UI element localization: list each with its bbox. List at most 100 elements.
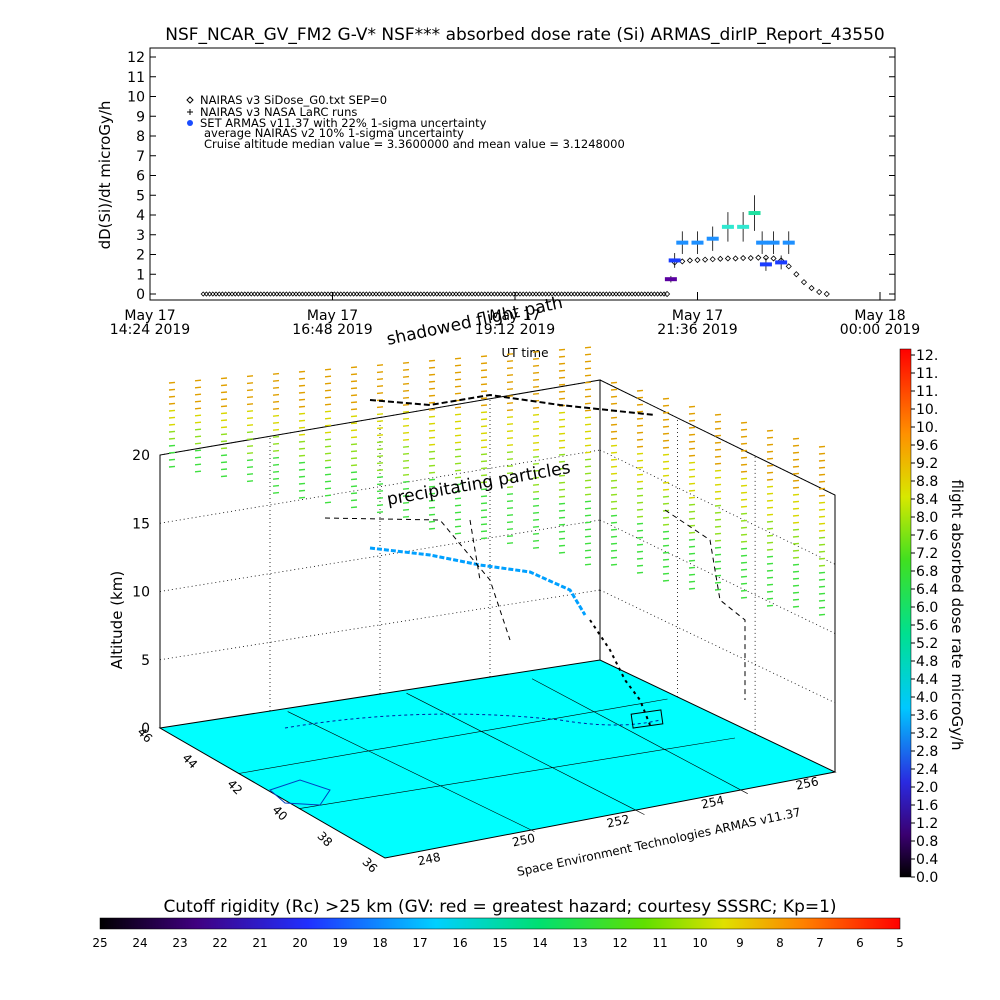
dose-rate-dash	[610, 451, 618, 454]
dose-rate-dash	[480, 516, 488, 519]
nairas-diamond	[770, 255, 777, 262]
dose-rate-dash	[688, 545, 696, 548]
dose-rate-dash	[428, 366, 436, 369]
dose-rate-dash	[662, 572, 670, 575]
dose-rate-dash	[740, 519, 748, 522]
dose-rate-dash	[480, 355, 488, 358]
dose-rate-dash	[272, 372, 280, 375]
dose-rate-dash	[584, 493, 592, 496]
dose-rate-dash	[350, 415, 358, 418]
dose-rate-dash	[402, 368, 410, 371]
armas-point	[676, 240, 689, 245]
dose-rate-dash	[558, 376, 566, 379]
dose-rate-dash	[792, 493, 800, 496]
dose-rate-dash	[740, 498, 748, 501]
dose-rate-dash	[662, 418, 670, 421]
dose-rate-dash	[454, 434, 462, 437]
dose-rate-dash	[532, 441, 540, 444]
rigidity-tick-label: 15	[492, 936, 507, 950]
rigidity-tick-label: 11	[652, 936, 667, 950]
dose-rate-dash	[402, 389, 410, 392]
dose-rate-dash	[506, 451, 514, 454]
dose-rate-dash	[688, 587, 696, 590]
dose-rate-dash	[220, 426, 228, 429]
dose-rate-dash	[792, 542, 800, 545]
dose-rate-dash	[428, 394, 436, 397]
dose-rate-dash	[168, 388, 176, 391]
dose-rate-dash	[584, 458, 592, 461]
y-tick-label: 9	[136, 109, 145, 125]
dose-rate-dash	[506, 409, 514, 412]
flight-path	[324, 393, 746, 726]
rigidity-colorbar: Cutoff rigidity (Rc) >25 km (GV: red = g…	[92, 897, 903, 950]
dose-rate-dash	[558, 383, 566, 386]
dose-rate-dash	[324, 368, 332, 371]
dose-rate-dash	[558, 446, 566, 449]
dose-rate-dash	[272, 484, 280, 487]
rigidity-tick-label: 8	[776, 936, 784, 950]
dose-rate-dash	[584, 346, 592, 349]
dose-rate-dash	[298, 370, 306, 373]
nairas-diamond	[664, 290, 671, 298]
map-border-line	[287, 711, 535, 832]
latitude-tick-label: 44	[179, 751, 200, 772]
dose-rate-dash	[558, 544, 566, 547]
dose-rate-dash	[714, 525, 722, 528]
dose-rate-dash	[324, 410, 332, 413]
dose-rate-dash	[662, 404, 670, 407]
x-tick-label-time: 21:36 2019	[657, 322, 737, 338]
y-tick-label: 6	[136, 169, 145, 185]
dose-rate-dash	[584, 374, 592, 377]
dose-rate-dash	[220, 391, 228, 394]
x-tick-label-date: May 17	[672, 308, 723, 324]
dose-rate-dash	[194, 407, 202, 410]
dose-rate-dash	[688, 405, 696, 408]
dose-rate-dash	[766, 464, 774, 467]
dose-rate-dash	[298, 447, 306, 450]
dose-rate-dash	[194, 421, 202, 424]
armas-point	[748, 211, 761, 216]
map-borders	[238, 678, 748, 832]
dose-rate-dash	[818, 557, 826, 560]
dose-rate-dash	[324, 480, 332, 483]
dose-colorbar-tick-label: 8.0	[916, 510, 938, 526]
dose-rate-dash	[584, 451, 592, 454]
armas-point	[706, 236, 719, 241]
page-title: NSF_NCAR_GV_FM2 G-V* NSF*** absorbed dos…	[165, 25, 884, 45]
dose-rate-dash	[558, 474, 566, 477]
dose-rate-dash	[792, 479, 800, 482]
rigidity-tick-label: 19	[332, 936, 347, 950]
dose-rate-dash	[818, 543, 826, 546]
dose-rate-dash	[402, 417, 410, 420]
dose-rate-dash	[428, 408, 436, 411]
dose-rate-dash	[740, 561, 748, 564]
dose-rate-dash	[298, 419, 306, 422]
dose-rate-dash	[662, 544, 670, 547]
dose-rate-dash	[298, 496, 306, 499]
dose-rate-dash	[324, 403, 332, 406]
dose-rate-dash	[584, 388, 592, 391]
dose-rate-dash	[688, 496, 696, 499]
dose-colorbar-tick-label: 5.2	[916, 636, 938, 652]
dose-rate-dash	[376, 455, 384, 458]
dose-rate-dash	[272, 456, 280, 459]
dose-rate-dash	[428, 471, 436, 474]
flight-path-cruise	[369, 546, 587, 616]
dose-rate-dash	[350, 422, 358, 425]
dose-rate-dash	[714, 427, 722, 430]
dose-colorbar-tick-label: 10.	[916, 420, 938, 436]
latitude-tick-label: 38	[314, 829, 335, 850]
rigidity-tick-label: 16	[452, 936, 467, 950]
map-border-line	[531, 678, 748, 794]
dose-rate-dash	[740, 456, 748, 459]
dose-rate-dash	[792, 535, 800, 538]
dose-rate-dash	[662, 446, 670, 449]
time-series-marks	[200, 195, 830, 298]
dose-rate-dash	[662, 558, 670, 561]
latitude-tick-label: 42	[224, 777, 245, 798]
dose-colorbar-tick-label: 0.4	[916, 852, 938, 868]
dose-rate-dash	[376, 483, 384, 486]
dose-rate-dash	[688, 426, 696, 429]
dose-rate-dash	[454, 518, 462, 521]
dose-rate-dash	[584, 402, 592, 405]
